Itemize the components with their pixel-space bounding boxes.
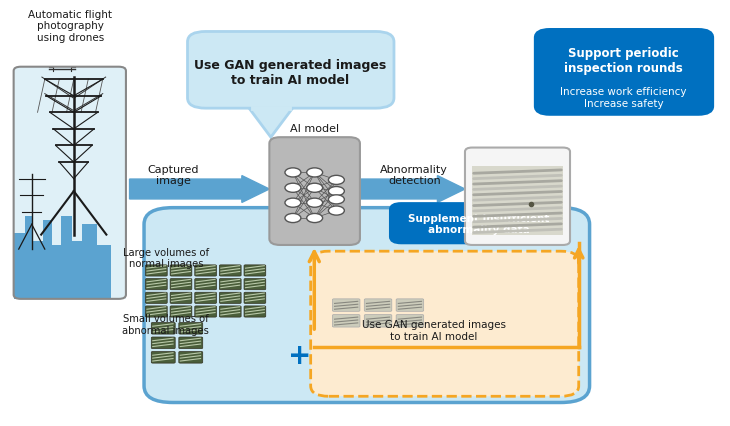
FancyBboxPatch shape bbox=[188, 32, 394, 109]
FancyBboxPatch shape bbox=[244, 306, 266, 317]
Polygon shape bbox=[129, 176, 269, 203]
FancyBboxPatch shape bbox=[179, 352, 203, 363]
Circle shape bbox=[328, 187, 345, 196]
FancyBboxPatch shape bbox=[179, 323, 203, 334]
FancyBboxPatch shape bbox=[465, 148, 570, 245]
FancyBboxPatch shape bbox=[170, 265, 192, 276]
FancyBboxPatch shape bbox=[396, 299, 423, 311]
Polygon shape bbox=[360, 176, 465, 203]
Text: Large volumes of
normal images: Large volumes of normal images bbox=[123, 247, 209, 268]
FancyBboxPatch shape bbox=[145, 279, 167, 290]
FancyBboxPatch shape bbox=[151, 323, 175, 334]
Text: Support periodic
inspection rounds: Support periodic inspection rounds bbox=[564, 47, 683, 75]
FancyBboxPatch shape bbox=[332, 299, 360, 311]
Circle shape bbox=[285, 214, 301, 223]
FancyBboxPatch shape bbox=[144, 208, 590, 403]
FancyBboxPatch shape bbox=[170, 279, 192, 290]
Circle shape bbox=[307, 199, 323, 208]
Circle shape bbox=[285, 184, 301, 193]
FancyBboxPatch shape bbox=[145, 265, 167, 276]
Circle shape bbox=[328, 207, 345, 216]
Polygon shape bbox=[14, 216, 112, 299]
FancyBboxPatch shape bbox=[170, 306, 192, 317]
Text: Captured
image: Captured image bbox=[147, 164, 199, 186]
FancyBboxPatch shape bbox=[151, 337, 175, 349]
FancyBboxPatch shape bbox=[151, 352, 175, 363]
Text: Automatic flight
photography
using drones: Automatic flight photography using drone… bbox=[28, 10, 112, 43]
Polygon shape bbox=[249, 109, 293, 138]
FancyBboxPatch shape bbox=[244, 265, 266, 276]
Text: Use GAN generated images
to train AI model: Use GAN generated images to train AI mod… bbox=[194, 58, 386, 86]
Circle shape bbox=[328, 196, 345, 204]
FancyBboxPatch shape bbox=[170, 293, 192, 304]
FancyBboxPatch shape bbox=[244, 293, 266, 304]
FancyBboxPatch shape bbox=[195, 306, 217, 317]
FancyBboxPatch shape bbox=[332, 315, 360, 327]
Circle shape bbox=[307, 184, 323, 193]
Circle shape bbox=[328, 176, 345, 185]
Text: Use GAN generated images
to train AI model: Use GAN generated images to train AI mod… bbox=[362, 320, 506, 341]
FancyBboxPatch shape bbox=[220, 293, 241, 304]
FancyBboxPatch shape bbox=[145, 306, 167, 317]
Text: +: + bbox=[288, 341, 312, 369]
Circle shape bbox=[285, 199, 301, 208]
Text: Abnormality
detection: Abnormality detection bbox=[380, 164, 448, 186]
FancyBboxPatch shape bbox=[396, 315, 423, 327]
FancyBboxPatch shape bbox=[195, 265, 217, 276]
Circle shape bbox=[307, 214, 323, 223]
Text: Small volumes of
abnormal images: Small volumes of abnormal images bbox=[123, 313, 210, 335]
Circle shape bbox=[285, 168, 301, 178]
FancyBboxPatch shape bbox=[195, 279, 217, 290]
FancyBboxPatch shape bbox=[535, 30, 712, 115]
Bar bbox=[472, 167, 563, 235]
Text: Supplement insufficient
abnormality data: Supplement insufficient abnormality data bbox=[408, 213, 550, 235]
FancyBboxPatch shape bbox=[145, 293, 167, 304]
FancyBboxPatch shape bbox=[220, 279, 241, 290]
FancyBboxPatch shape bbox=[220, 265, 241, 276]
FancyBboxPatch shape bbox=[364, 299, 392, 311]
Bar bbox=[14, 68, 126, 299]
FancyBboxPatch shape bbox=[311, 252, 579, 396]
FancyBboxPatch shape bbox=[220, 306, 241, 317]
FancyBboxPatch shape bbox=[244, 279, 266, 290]
Text: Increase work efficiency
Increase safety: Increase work efficiency Increase safety bbox=[561, 87, 687, 109]
FancyBboxPatch shape bbox=[391, 204, 568, 243]
Text: AI model: AI model bbox=[290, 124, 339, 134]
FancyBboxPatch shape bbox=[179, 337, 203, 349]
FancyBboxPatch shape bbox=[269, 138, 360, 245]
FancyBboxPatch shape bbox=[195, 293, 217, 304]
Circle shape bbox=[307, 168, 323, 178]
FancyBboxPatch shape bbox=[364, 315, 392, 327]
